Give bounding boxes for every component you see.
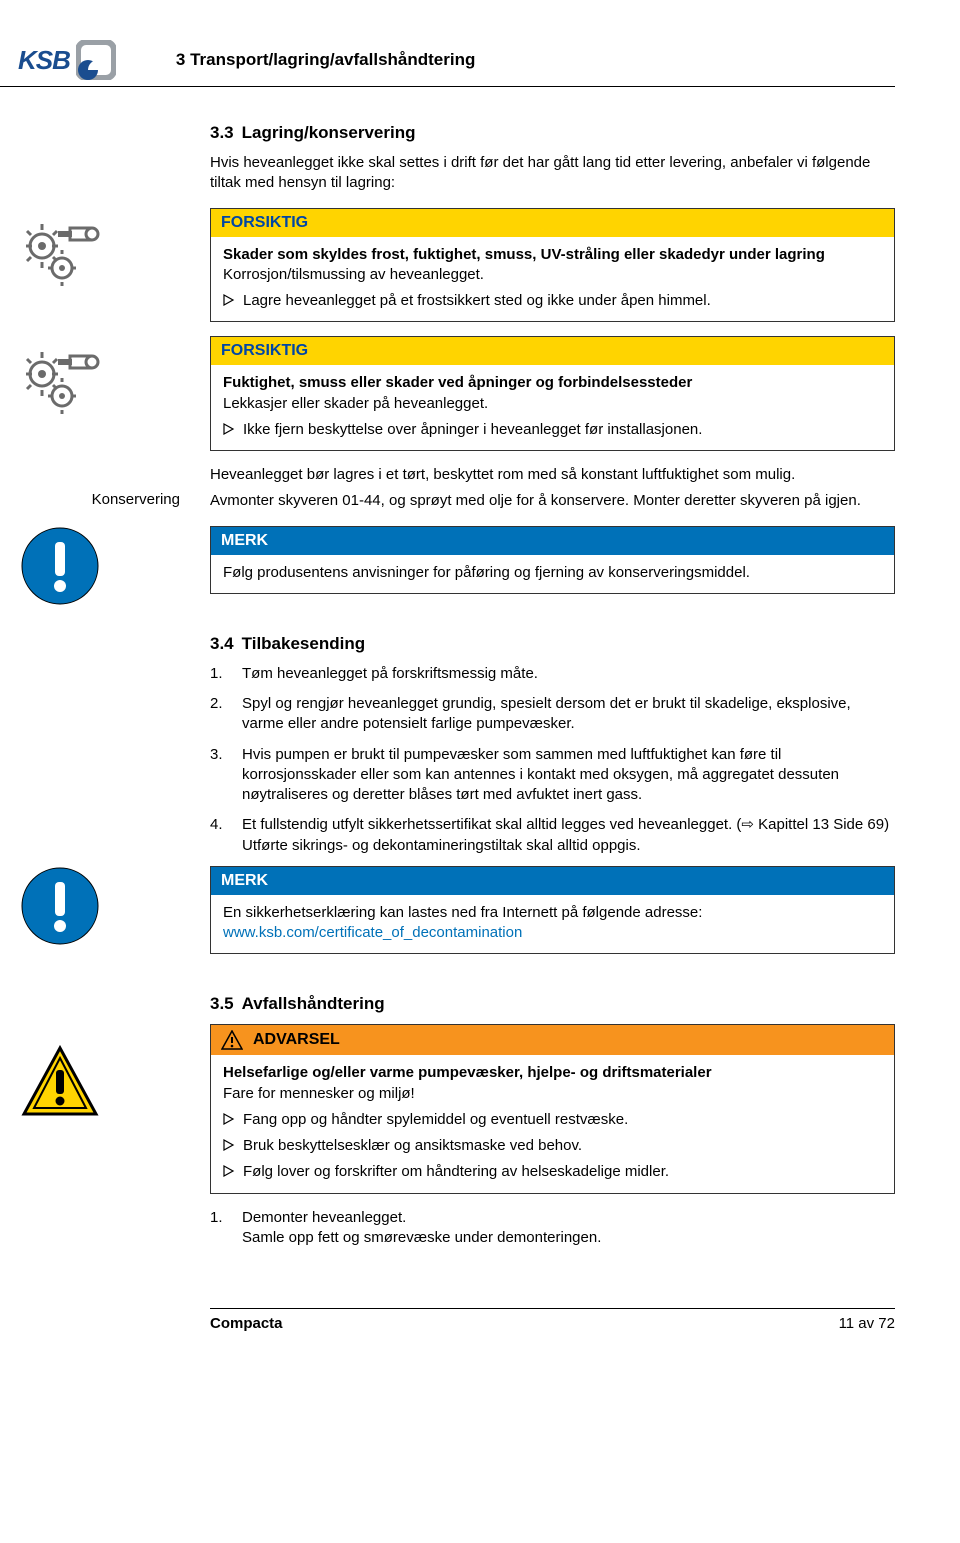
ksb-logo-icon xyxy=(76,40,116,80)
caution-1-bullet: Lagre heveanlegget på et frostsikkert st… xyxy=(223,291,882,311)
notice-label: MERK xyxy=(211,527,894,555)
triangle-bullet-icon xyxy=(223,1113,235,1130)
warning-text: Fare for mennesker og miljø! xyxy=(223,1084,882,1104)
small-warning-triangle-icon xyxy=(221,1030,243,1050)
page-header: KSB 3 Transport/lagring/avfallshåndterin… xyxy=(0,40,895,87)
caution-2-text: Lekkasjer eller skader på heveanlegget. xyxy=(223,394,882,414)
caution-1-text: Korrosjon/tilsmussing av heveanlegget. xyxy=(223,265,882,285)
konservering-text: Avmonter skyveren 01-44, og sprøyt med o… xyxy=(210,491,895,511)
warning-bullet: Følg lover og forskrifter om håndtering … xyxy=(223,1162,882,1182)
storage-paragraph: Heveanlegget bør lagres i et tørt, besky… xyxy=(210,465,895,485)
warning-label: ADVARSEL xyxy=(211,1025,894,1055)
notice-box-2: MERK En sikkerhetserklæring kan lastes n… xyxy=(210,866,895,955)
mandatory-icon xyxy=(20,526,100,598)
section-3-5-list: Demonter heveanlegget. Samle opp fett og… xyxy=(210,1208,895,1249)
notice-1-text: Følg produsentens anvisninger for påføri… xyxy=(211,555,894,593)
warning-bullet: Bruk beskyttelsesklær og ansiktsmaske ve… xyxy=(223,1136,882,1156)
section-3-4-list: Tøm heveanlegget på forskriftsmessig måt… xyxy=(210,664,895,856)
caution-box-2: FORSIKTIG Fuktighet, smuss eller skader … xyxy=(210,336,895,451)
list-item: Tøm heveanlegget på forskriftsmessig måt… xyxy=(210,664,895,684)
caution-label: FORSIKTIG xyxy=(211,337,894,365)
decontamination-link[interactable]: www.ksb.com/certificate_of_decontaminati… xyxy=(223,924,522,941)
triangle-bullet-icon xyxy=(223,1165,235,1182)
warning-box: ADVARSEL Helsefarlige og/eller varme pum… xyxy=(210,1024,895,1193)
list-item: Spyl og rengjør heveanlegget grundig, sp… xyxy=(210,694,895,735)
list-item: Demonter heveanlegget. Samle opp fett og… xyxy=(210,1208,895,1249)
caution-1-bold: Skader som skyldes frost, fuktighet, smu… xyxy=(223,245,882,265)
notice-label: MERK xyxy=(211,867,894,895)
caution-2-bullet: Ikke fjern beskyttelse over åpninger i h… xyxy=(223,420,882,440)
header-breadcrumb: 3 Transport/lagring/avfallshåndtering xyxy=(176,50,475,70)
warning-bullet: Fang opp og håndter spylemiddel og event… xyxy=(223,1110,882,1130)
section-3-4-heading: 3.4Tilbakesending xyxy=(210,634,895,654)
triangle-bullet-icon xyxy=(223,1139,235,1156)
footer-page-number: 11 av 72 xyxy=(839,1315,895,1332)
gears-wrench-icon xyxy=(20,346,100,418)
notice-2-text: En sikkerhetserklæring kan lastes ned fr… xyxy=(223,904,702,921)
section-3-3-heading: 3.3Lagring/konservering xyxy=(210,123,895,143)
warning-bold: Helsefarlige og/eller varme pumpevæsker,… xyxy=(223,1063,882,1083)
mandatory-icon xyxy=(20,866,100,938)
page-footer: Compacta 11 av 72 xyxy=(210,1308,895,1332)
notice-box-1: MERK Følg produsentens anvisninger for p… xyxy=(210,526,895,594)
list-item: Hvis pumpen er brukt til pumpevæsker som… xyxy=(210,745,895,806)
caution-box-1: FORSIKTIG Skader som skyldes frost, fukt… xyxy=(210,208,895,323)
logo-text: KSB xyxy=(18,45,70,76)
list-item: Et fullstendig utfylt sikkerhetssertifik… xyxy=(210,815,895,856)
section-3-5-heading: 3.5Avfallshåndtering xyxy=(210,994,895,1014)
caution-label: FORSIKTIG xyxy=(211,209,894,237)
caution-2-bold: Fuktighet, smuss eller skader ved åpning… xyxy=(223,373,882,393)
konservering-side-label: Konservering xyxy=(10,491,180,508)
warning-triangle-icon xyxy=(20,1044,100,1116)
ksb-logo: KSB xyxy=(18,40,116,80)
triangle-bullet-icon xyxy=(223,423,235,440)
triangle-bullet-icon xyxy=(223,294,235,311)
section-3-3-intro: Hvis heveanlegget ikke skal settes i dri… xyxy=(210,153,895,194)
gears-wrench-icon xyxy=(20,218,100,290)
footer-product: Compacta xyxy=(210,1315,283,1332)
